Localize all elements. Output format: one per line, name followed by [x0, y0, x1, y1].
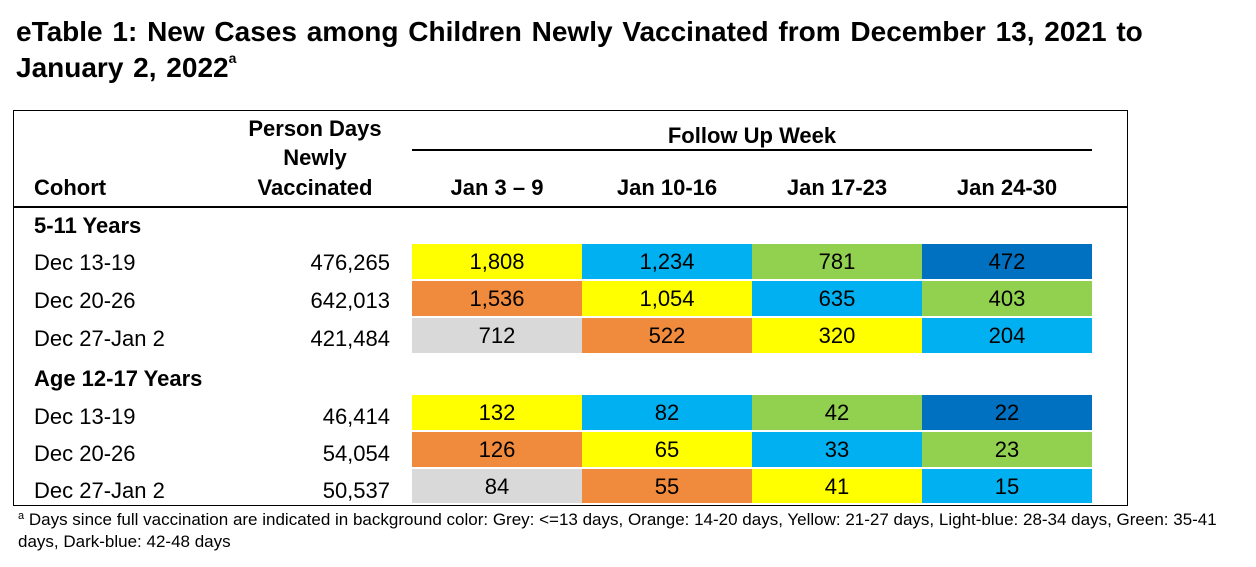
case-cell: 781	[752, 244, 922, 279]
case-cell: 41	[752, 469, 922, 503]
footnote-marker: a	[18, 510, 25, 522]
row-cohort: Dec 20-26	[34, 288, 136, 313]
row-person-days: 50,537	[322, 478, 390, 503]
case-cell: 472	[922, 244, 1092, 279]
case-cell: 42	[752, 395, 922, 430]
case-cell: 1,808	[412, 244, 582, 279]
header-week-1: Jan 3 – 9	[450, 175, 544, 200]
row-cohort: Dec 27-Jan 2	[34, 326, 165, 351]
case-cell: 15	[922, 469, 1092, 503]
header-follow-up-week: Follow Up Week	[667, 123, 837, 148]
case-cell: 403	[922, 281, 1092, 316]
case-cell: 22	[922, 395, 1092, 430]
case-cell: 132	[412, 395, 582, 430]
header-person-days-line3: Vaccinated	[257, 175, 373, 200]
case-cell: 1,234	[582, 244, 752, 279]
row-cohort: Dec 13-19	[34, 250, 136, 275]
group-label-12-17: Age 12-17 Years	[34, 366, 203, 391]
case-cell: 82	[582, 395, 752, 430]
header-week-4: Jan 24-30	[956, 175, 1058, 200]
header-person-days-line2: Newly	[283, 145, 347, 170]
row-person-days: 642,013	[310, 288, 390, 313]
header-week-3: Jan 17-23	[786, 175, 888, 200]
group-label-5-11: 5-11 Years	[34, 213, 142, 238]
case-cell: 55	[582, 469, 752, 503]
case-cell: 320	[752, 318, 922, 353]
row-person-days: 476,265	[310, 250, 390, 275]
case-cell: 126	[412, 432, 582, 467]
case-cell: 522	[582, 318, 752, 353]
table-frame	[13, 110, 1128, 506]
case-cell: 635	[752, 281, 922, 316]
table-title-text: eTable 1: New Cases among Children Newly…	[16, 16, 1143, 83]
case-cell: 204	[922, 318, 1092, 353]
row-person-days: 421,484	[310, 326, 390, 351]
case-cell: 712	[412, 318, 582, 353]
title-footnote-marker: a	[228, 50, 237, 66]
header-bottom-rule	[13, 206, 1128, 208]
row-cohort: Dec 20-26	[34, 441, 136, 466]
case-cell: 84	[412, 469, 582, 503]
table-footnote: a Days since full vaccination are indica…	[18, 509, 1243, 553]
header-follow-up-rule	[412, 149, 1092, 151]
row-cohort: Dec 27-Jan 2	[34, 478, 165, 503]
case-cell: 1,536	[412, 281, 582, 316]
header-week-2: Jan 10-16	[616, 175, 718, 200]
row-person-days: 54,054	[322, 441, 390, 466]
case-cell: 1,054	[582, 281, 752, 316]
case-cell: 65	[582, 432, 752, 467]
header-person-days-line1: Person Days	[248, 116, 382, 141]
footnote-text: Days since full vaccination are indicate…	[18, 510, 1217, 551]
case-cell: 33	[752, 432, 922, 467]
row-person-days: 46,414	[322, 404, 390, 429]
header-cohort: Cohort	[34, 175, 107, 200]
row-cohort: Dec 13-19	[34, 404, 136, 429]
case-cell: 23	[922, 432, 1092, 467]
table-title: eTable 1: New Cases among Children Newly…	[16, 14, 1241, 86]
